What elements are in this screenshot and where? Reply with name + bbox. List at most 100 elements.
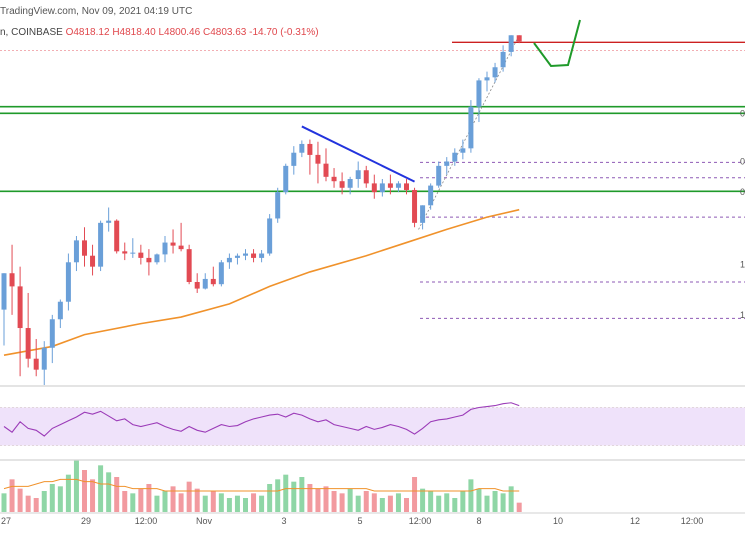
candle-body <box>460 148 466 153</box>
volume-bar <box>387 495 393 512</box>
candle-body <box>436 165 442 186</box>
candle-body <box>90 255 96 267</box>
volume-bar <box>41 491 47 512</box>
volume-bar <box>162 491 168 512</box>
volume-bar <box>339 493 345 512</box>
candle-bullish <box>347 176 353 195</box>
price-axis-label: 0 <box>740 108 745 118</box>
volume-bar <box>492 491 498 512</box>
candle-bullish <box>275 187 281 223</box>
candle-body <box>283 165 289 193</box>
candle-body <box>49 319 55 348</box>
candle-body <box>291 152 297 166</box>
candle-bearish <box>339 172 345 195</box>
volume-bar <box>444 493 450 512</box>
candle-bullish <box>218 260 224 287</box>
volume-bar <box>130 493 136 512</box>
volume-bar <box>138 488 144 512</box>
volume-bar <box>154 495 160 512</box>
volume-bar <box>202 495 208 512</box>
symbol-label: n, COINBASE <box>0 27 63 38</box>
candle-body <box>98 222 104 267</box>
candle-bullish <box>508 35 514 57</box>
candle-body <box>508 35 514 52</box>
candle-bullish <box>259 250 265 263</box>
candle-body <box>57 301 63 320</box>
candle-bearish <box>33 338 39 377</box>
candle-bearish <box>404 179 409 195</box>
candle-bullish <box>226 253 232 269</box>
time-axis-label: 12:00 <box>135 516 158 526</box>
candle-body <box>412 189 418 223</box>
candle-bearish <box>9 244 15 315</box>
candle-body <box>267 218 273 254</box>
time-axis-label: Nov <box>196 516 213 526</box>
candle-bullish <box>500 45 506 72</box>
volume-bar <box>500 493 506 512</box>
candle-body <box>65 262 71 302</box>
time-axis-label: 27 <box>1 516 11 526</box>
candle-bullish <box>468 100 474 153</box>
candle-bullish <box>106 207 112 232</box>
time-axis-label: 5 <box>357 516 362 526</box>
candle-body <box>17 286 23 329</box>
candle-body <box>428 185 434 206</box>
volume-bar <box>90 479 96 512</box>
candle-body <box>33 358 39 370</box>
candle-bearish <box>387 174 393 195</box>
close-value: C4803.63 <box>202 27 247 38</box>
volume-bar <box>347 488 353 512</box>
candle-bullish <box>460 139 466 160</box>
candle-bullish <box>57 299 63 329</box>
volume-bar <box>468 479 474 512</box>
volume-bar <box>484 495 490 512</box>
candle-body <box>387 183 393 188</box>
volume-bar <box>178 493 184 512</box>
candle-body <box>339 181 345 188</box>
projection-path <box>533 19 581 68</box>
candle-body <box>82 240 87 256</box>
volume-bar <box>404 498 409 512</box>
volume-bar <box>460 491 466 512</box>
candle-bullish <box>444 157 450 175</box>
price-axis-label: 1 <box>740 310 745 320</box>
volume-bar <box>73 460 79 512</box>
price-axis-label: 0 <box>740 187 745 197</box>
candle-body <box>106 220 112 223</box>
candle-body <box>218 262 224 285</box>
volume-bar <box>65 474 71 512</box>
volume-bar <box>194 488 200 512</box>
candle-body <box>259 253 265 258</box>
candle-bearish <box>371 174 377 199</box>
volume-bar <box>114 477 120 512</box>
time-axis-label: 10 <box>553 516 563 526</box>
candle-body <box>371 183 377 193</box>
candle-body <box>122 251 128 254</box>
volume-bar <box>106 472 112 512</box>
time-axis-label: 12:00 <box>681 516 704 526</box>
volume-bar <box>428 491 434 512</box>
volume-bar <box>9 479 15 512</box>
candle-body <box>1 273 7 310</box>
candle-body <box>355 170 361 180</box>
candle-bullish <box>492 62 498 83</box>
volume-bar <box>315 488 321 512</box>
rsi-line <box>3 402 520 437</box>
volume-bar <box>186 481 192 512</box>
candle-body <box>186 249 192 283</box>
candle-bearish <box>251 249 257 263</box>
volume-bar <box>299 477 305 512</box>
candle-bearish <box>82 227 87 267</box>
change-value: -14.70 (-0.31%) <box>249 27 319 38</box>
candle-bearish <box>363 165 369 188</box>
candle-body <box>363 170 369 184</box>
candle-bullish <box>476 78 482 123</box>
candle-body <box>9 273 15 287</box>
time-axis-label: 3 <box>281 516 286 526</box>
candle-body <box>41 347 47 370</box>
volume-bar <box>323 486 329 512</box>
candle-body <box>476 80 482 107</box>
watermark: TradingView.com, Nov 09, 2021 04:19 UTC <box>0 6 193 17</box>
volume-bar <box>379 498 385 512</box>
